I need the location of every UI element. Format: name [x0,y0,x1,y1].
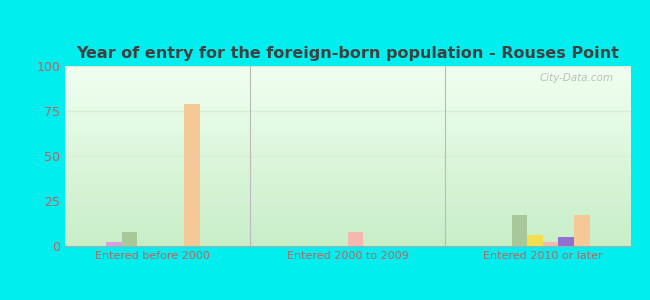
Bar [122,232,137,246]
Title: Year of entry for the foreign-born population - Rouses Point: Year of entry for the foreign-born popul… [76,46,619,61]
Bar [574,215,590,246]
Bar [106,242,122,246]
Bar [348,232,363,246]
Bar [184,104,200,246]
Text: City-Data.com: City-Data.com [540,73,614,83]
Bar [543,242,558,246]
Bar [558,237,574,246]
Bar [527,235,543,246]
Bar [512,215,527,246]
